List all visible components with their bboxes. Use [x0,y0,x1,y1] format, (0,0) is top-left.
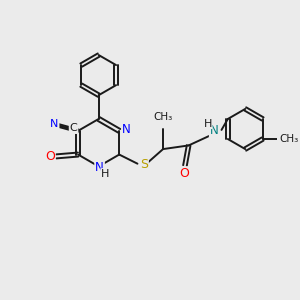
Text: N: N [210,124,219,137]
Text: O: O [45,150,55,163]
Text: CH₃: CH₃ [279,134,298,144]
Text: H: H [204,118,212,128]
Text: H: H [101,169,109,179]
Text: CH₃: CH₃ [153,112,173,122]
Text: N: N [122,123,131,136]
Text: N: N [95,161,104,174]
Text: S: S [140,158,148,171]
Text: O: O [179,167,189,180]
Text: N: N [50,118,58,128]
Text: C: C [70,123,77,133]
